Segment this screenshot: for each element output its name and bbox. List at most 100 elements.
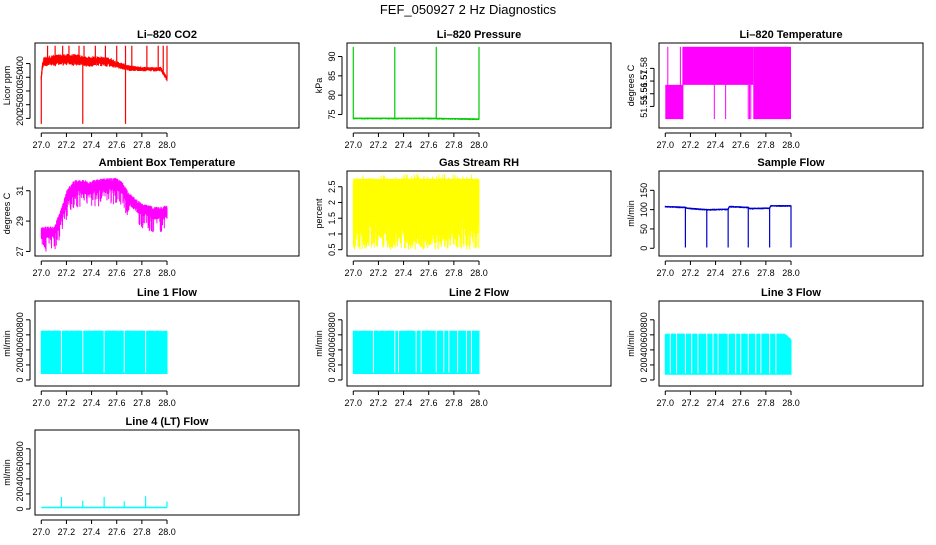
x-tick-label: 27.2 bbox=[370, 140, 388, 150]
x-tick-label: 27.0 bbox=[657, 268, 675, 278]
rh-band bbox=[352, 174, 480, 250]
data-layer bbox=[665, 46, 791, 120]
y-tick-label: 80 bbox=[327, 90, 337, 100]
x-tick-label: 28.0 bbox=[470, 398, 488, 408]
y-tick-label: 50 bbox=[639, 224, 649, 234]
panel-title: Ambient Box Temperature bbox=[99, 157, 236, 169]
x-tick-label: 27.8 bbox=[445, 268, 463, 278]
y-tick-label: 31 bbox=[15, 186, 25, 196]
plot-frame bbox=[346, 300, 612, 387]
y-tick-label: 29 bbox=[15, 216, 25, 226]
y-axis-label: percent bbox=[314, 198, 324, 229]
panel-title: Gas Stream RH bbox=[439, 157, 519, 169]
y-tick-label: 800 bbox=[327, 312, 337, 327]
data-layer bbox=[352, 174, 480, 250]
y-tick-label: 0.5 bbox=[327, 243, 337, 256]
data-layer bbox=[352, 46, 480, 121]
x-tick-label: 27.4 bbox=[83, 268, 101, 278]
series-band bbox=[40, 53, 168, 82]
x-tick-label: 27.4 bbox=[707, 268, 725, 278]
panel-10: Line 4 (LT) Flow 27.0 27.2 27.4 27.6 27.8 28.0… bbox=[2, 416, 300, 537]
y-tick-label: 100 bbox=[639, 202, 649, 217]
plot-frame bbox=[658, 42, 924, 129]
y-tick-label: 400 bbox=[15, 56, 25, 71]
y-tick-label: 400 bbox=[639, 342, 649, 357]
y-tick-label: 51.56 bbox=[639, 82, 649, 105]
x-tick-label: 27.8 bbox=[757, 268, 775, 278]
x-tick-label: 27.4 bbox=[83, 398, 101, 408]
x-tick-label: 27.0 bbox=[33, 398, 51, 408]
y-axis-label: ml/min bbox=[314, 330, 324, 357]
y-tick-label: 2.5 bbox=[327, 180, 337, 193]
y-axis-label: ml/min bbox=[626, 200, 636, 227]
y-tick-label: 27 bbox=[15, 246, 25, 256]
x-tick-label: 28.0 bbox=[470, 140, 488, 150]
x-axis: 27.0 27.2 27.4 27.6 27.8 28.0 bbox=[33, 390, 176, 408]
y-tick-label: 0 bbox=[327, 377, 337, 382]
plot-frame bbox=[346, 170, 612, 257]
panel-title: Line 3 Flow bbox=[761, 287, 821, 299]
y-tick-label: 2 bbox=[327, 200, 337, 205]
y-tick-label: 1 bbox=[327, 231, 337, 236]
y-tick-label: 150 bbox=[639, 183, 649, 198]
y-tick-label: 200 bbox=[327, 357, 337, 372]
x-tick-label: 27.8 bbox=[133, 527, 151, 537]
panel-6: Sample Flow 27.0 27.2 27.4 27.6 27.8 28.0 0 50 10… bbox=[626, 157, 924, 278]
y-axis-label: degrees C bbox=[626, 64, 636, 106]
x-axis: 27.0 27.2 27.4 27.6 27.8 28.0 bbox=[33, 260, 176, 278]
y-axis-label: degrees C bbox=[2, 192, 12, 234]
series-line bbox=[40, 58, 168, 79]
plot-frame bbox=[34, 42, 300, 129]
y-tick-label: 90 bbox=[327, 52, 337, 62]
x-axis: 27.0 27.2 27.4 27.6 27.8 28.0 bbox=[657, 132, 800, 150]
x-tick-label: 27.2 bbox=[58, 140, 76, 150]
data-layer bbox=[664, 331, 792, 375]
panel-8: Line 2 Flow 27.0 27.2 27.4 27.6 27.8 28.0 0 2004… bbox=[314, 287, 612, 408]
x-axis: 27.0 27.2 27.4 27.6 27.8 28.0 bbox=[657, 260, 800, 278]
x-tick-label: 27.0 bbox=[33, 527, 51, 537]
panel-9: Line 3 Flow 27.0 27.2 27.4 27.6 27.8 28.0 0 2004… bbox=[626, 287, 924, 408]
x-tick-label: 27.4 bbox=[395, 268, 413, 278]
data-layer bbox=[41, 496, 168, 509]
x-tick-label: 27.8 bbox=[133, 398, 151, 408]
panel-title: Li–820 Temperature bbox=[739, 29, 842, 41]
y-tick-label: 1.5 bbox=[327, 212, 337, 225]
x-tick-label: 27.6 bbox=[420, 268, 438, 278]
x-tick-label: 27.6 bbox=[108, 527, 126, 537]
x-tick-label: 27.4 bbox=[83, 140, 101, 150]
plot-frame bbox=[658, 170, 924, 257]
y-tick-label: 250 bbox=[15, 97, 25, 112]
x-tick-label: 27.6 bbox=[732, 398, 750, 408]
x-tick-label: 27.6 bbox=[732, 268, 750, 278]
y-tick-label: 200 bbox=[15, 357, 25, 372]
y-tick-label: 200 bbox=[15, 486, 25, 501]
plot-frame bbox=[658, 300, 924, 387]
y-tick-label: 300 bbox=[15, 83, 25, 98]
y-tick-label: 0 bbox=[15, 377, 25, 382]
level-block bbox=[682, 46, 754, 85]
y-axis-label: ml/min bbox=[2, 459, 12, 486]
plot-frame bbox=[346, 42, 612, 129]
panel-2: Li–820 Pressure 27.0 27.2 27.4 27.6 27.8 28.0 7… bbox=[314, 29, 612, 150]
plot-frame bbox=[34, 300, 300, 387]
y-tick-label: 800 bbox=[639, 312, 649, 327]
x-tick-label: 28.0 bbox=[158, 398, 176, 408]
x-tick-label: 27.2 bbox=[682, 268, 700, 278]
x-tick-label: 27.6 bbox=[108, 140, 126, 150]
x-tick-label: 27.2 bbox=[58, 268, 76, 278]
x-tick-label: 27.0 bbox=[33, 268, 51, 278]
x-tick-label: 27.2 bbox=[370, 398, 388, 408]
x-axis: 27.0 27.2 27.4 27.6 27.8 28.0 bbox=[345, 132, 488, 150]
y-axis-label: ml/min bbox=[626, 330, 636, 357]
x-tick-label: 27.8 bbox=[133, 140, 151, 150]
y-tick-label: 51.55 bbox=[639, 95, 649, 118]
data-layer bbox=[664, 205, 792, 248]
x-tick-label: 28.0 bbox=[158, 268, 176, 278]
panel-1: Li–820 CO2 27.0 27.2 27.4 27.6 27.8 28.0 200250… bbox=[2, 29, 300, 150]
panel-title: Li–820 Pressure bbox=[437, 29, 521, 41]
